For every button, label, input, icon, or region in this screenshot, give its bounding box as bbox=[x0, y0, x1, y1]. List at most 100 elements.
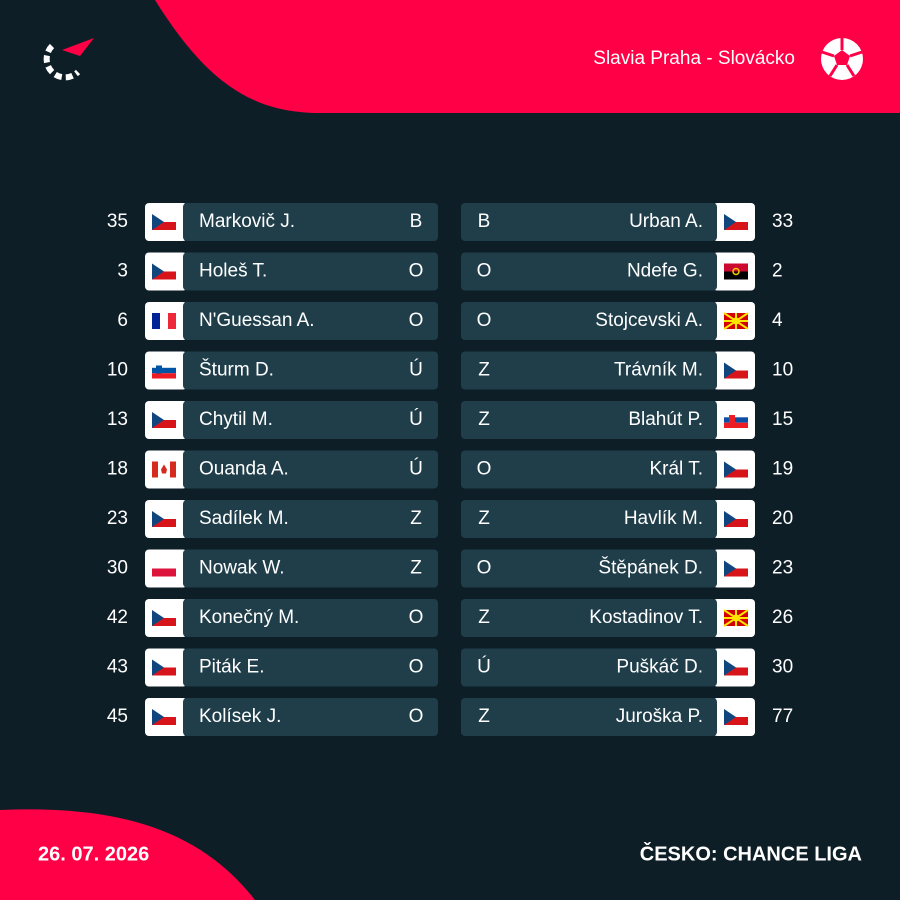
flag-part bbox=[152, 618, 176, 626]
player-panel bbox=[183, 401, 438, 439]
player-name: Markovič J. bbox=[199, 211, 295, 232]
flag-part bbox=[724, 362, 748, 371]
player-position: B bbox=[410, 211, 423, 232]
flag-part bbox=[152, 519, 176, 527]
flag-part bbox=[724, 263, 748, 272]
flag-part bbox=[724, 422, 748, 428]
player-position: Ú bbox=[409, 458, 423, 480]
player-position: O bbox=[409, 706, 424, 727]
player-panel bbox=[461, 549, 717, 588]
player-panel bbox=[183, 450, 438, 489]
shirt-number: 30 bbox=[107, 558, 128, 579]
shirt-number: 19 bbox=[772, 459, 793, 480]
flag-part bbox=[724, 469, 748, 478]
flag-part bbox=[152, 412, 176, 420]
shirt-number: 42 bbox=[107, 607, 128, 628]
flag-part bbox=[152, 560, 176, 569]
player-panel bbox=[183, 648, 438, 687]
player-position: Ú bbox=[409, 359, 423, 381]
flag bbox=[724, 709, 748, 725]
flag bbox=[724, 511, 748, 527]
flag-part bbox=[724, 511, 736, 527]
flag-part bbox=[732, 317, 740, 325]
flag-part bbox=[152, 568, 176, 577]
flag-part bbox=[161, 464, 167, 474]
shirt-number: 18 bbox=[107, 459, 128, 480]
flag-part bbox=[724, 461, 748, 470]
flag-part bbox=[152, 214, 164, 230]
shirt-number: 13 bbox=[107, 409, 128, 430]
player-position: O bbox=[477, 261, 492, 282]
flag-part bbox=[152, 610, 164, 626]
player-panel bbox=[461, 203, 717, 241]
flag-part bbox=[152, 511, 176, 519]
player-position: Z bbox=[478, 409, 490, 430]
shirt-number: 23 bbox=[107, 508, 128, 529]
flag-part bbox=[152, 362, 176, 369]
player-name: N'Guessan A. bbox=[199, 310, 315, 331]
flag bbox=[152, 362, 176, 379]
flag-part bbox=[152, 373, 176, 379]
flag-part bbox=[724, 370, 748, 379]
player-panel bbox=[461, 302, 717, 340]
date: 26. 07. 2026 bbox=[38, 843, 149, 865]
flag bbox=[152, 313, 176, 329]
player-name: Král T. bbox=[649, 459, 703, 480]
flag-part bbox=[724, 222, 748, 230]
player-name: Šturm D. bbox=[199, 359, 274, 381]
shirt-number: 10 bbox=[772, 360, 793, 381]
player-position: Z bbox=[410, 558, 422, 579]
competition: ČESKO: CHANCE LIGA bbox=[640, 841, 862, 865]
player-position: Ú bbox=[477, 656, 491, 678]
flag bbox=[723, 609, 749, 627]
flag-part bbox=[724, 667, 748, 676]
flag bbox=[724, 659, 748, 676]
flag-part bbox=[152, 313, 160, 329]
flag-part bbox=[724, 412, 748, 418]
player-position: Z bbox=[410, 508, 422, 529]
flag-part bbox=[724, 214, 748, 222]
flag-part bbox=[156, 365, 162, 374]
flag-part bbox=[152, 222, 176, 230]
flag bbox=[152, 560, 176, 577]
player-name: Trávník M. bbox=[614, 360, 703, 381]
player-name: Stojcevski A. bbox=[595, 310, 703, 331]
flag-part bbox=[724, 659, 736, 676]
player-panel bbox=[461, 698, 717, 736]
flag bbox=[724, 263, 748, 280]
player-position: Z bbox=[478, 360, 490, 381]
player-position: Z bbox=[478, 706, 490, 727]
flag-part bbox=[152, 659, 164, 676]
player-panel bbox=[461, 401, 717, 439]
flag bbox=[152, 659, 176, 676]
shirt-number: 3 bbox=[117, 261, 128, 282]
player-name: Kostadinov T. bbox=[589, 607, 703, 628]
player-position: O bbox=[477, 558, 492, 579]
player-position: O bbox=[477, 459, 492, 480]
flag bbox=[724, 362, 748, 379]
shirt-number: 26 bbox=[772, 607, 793, 628]
player-panel bbox=[461, 351, 717, 390]
flag-part bbox=[724, 560, 736, 577]
player-panel bbox=[461, 450, 717, 489]
player-position: O bbox=[409, 657, 424, 678]
player-name: Kolísek J. bbox=[199, 706, 281, 727]
flag-part bbox=[152, 263, 164, 280]
shirt-number: 4 bbox=[772, 310, 783, 331]
flag bbox=[724, 412, 748, 428]
shirt-number: 10 bbox=[107, 360, 128, 381]
flag-part bbox=[724, 568, 748, 577]
flag-part bbox=[724, 214, 736, 230]
player-name: Ndefe G. bbox=[627, 261, 703, 282]
player-name: Štěpánek D. bbox=[598, 557, 703, 579]
player-position: Z bbox=[478, 508, 490, 529]
flag-part bbox=[724, 560, 748, 569]
shirt-number: 45 bbox=[107, 706, 128, 727]
flag-part bbox=[152, 717, 176, 725]
flag bbox=[724, 461, 748, 478]
rows: 35 Markovič J. B 3 Holeš T. O 6 N'Guessan A. O 10… bbox=[107, 203, 793, 736]
shirt-number: 23 bbox=[772, 558, 793, 579]
flag bbox=[152, 461, 176, 478]
player-name: Piták E. bbox=[199, 657, 264, 678]
